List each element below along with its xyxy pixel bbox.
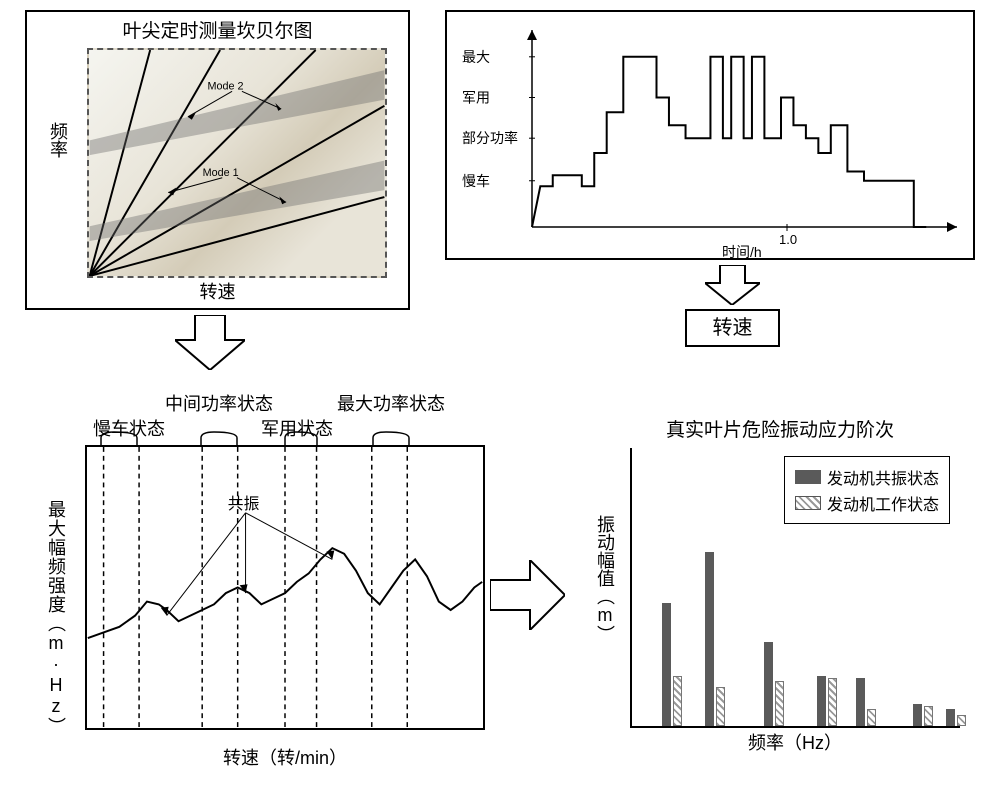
- svg-text:Mode 1: Mode 1: [203, 167, 239, 179]
- svg-text:1.0: 1.0: [779, 232, 797, 247]
- arrow-tl-to-bl: [175, 315, 245, 375]
- campbell-title: 叶尖定时测量坎贝尔图: [27, 12, 408, 43]
- svg-text:部分功率: 部分功率: [462, 130, 518, 146]
- barchart-plot: 发动机共振状态 发动机工作状态: [630, 448, 960, 728]
- legend-row-2: 发动机工作状态: [795, 491, 939, 515]
- barchart-xlabel: 频率（Hz）: [630, 729, 960, 755]
- svg-text:时间/h: 时间/h: [722, 244, 762, 260]
- bar-working: [867, 709, 876, 726]
- profile-panel: 最大 军用 部分功率 慢车 1.0 时间/h: [445, 10, 975, 260]
- barchart-panel: 真实叶片危险振动应力阶次 发动机共振状态 发动机工作状态 振动幅值（m） 频率（…: [580, 415, 980, 775]
- campbell-ylabel: 频率: [45, 122, 71, 158]
- ampfreq-plot: 共振: [85, 445, 485, 730]
- profile-svg: 最大 军用 部分功率 慢车 1.0 时间/h: [447, 12, 977, 262]
- arrow-tr-to-speed: [705, 265, 760, 310]
- state-label: 中间功率状态: [165, 390, 273, 416]
- bar-resonance: [856, 678, 865, 726]
- ampfreq-svg: 共振: [87, 447, 483, 728]
- bar-working: [828, 678, 837, 726]
- bar-working: [775, 681, 784, 726]
- ampfreq-xlabel: 转速（转/min）: [85, 744, 485, 770]
- svg-text:最大: 最大: [462, 49, 490, 65]
- svg-text:共振: 共振: [228, 495, 260, 513]
- campbell-svg: Mode 2 Mode 1: [89, 50, 385, 276]
- bar-resonance: [662, 603, 671, 726]
- state-label: 最大功率状态: [337, 390, 445, 416]
- bar-resonance: [817, 676, 826, 726]
- arrow-bl-to-br: [490, 560, 565, 635]
- svg-text:军用: 军用: [462, 90, 490, 106]
- bar-resonance: [764, 642, 773, 726]
- barchart-title: 真实叶片危险振动应力阶次: [580, 415, 980, 442]
- ampfreq-ylabel: 最大幅频强度（m·Hz）: [43, 500, 69, 736]
- legend-swatch-hatch: [795, 496, 821, 510]
- campbell-plot: Mode 2 Mode 1: [87, 48, 387, 278]
- barchart-legend: 发动机共振状态 发动机工作状态: [784, 456, 950, 524]
- bar-resonance: [913, 704, 922, 726]
- ampfreq-panel: 慢车状态 中间功率状态 军用状态 最大功率状态 共振 最大: [25, 390, 515, 770]
- campbell-panel: 叶尖定时测量坎贝尔图 频率 Mode 2 Mode 1 转速: [25, 10, 410, 310]
- campbell-xlabel: 转速: [27, 278, 408, 304]
- svg-text:Mode 2: Mode 2: [208, 80, 244, 92]
- bar-working: [924, 706, 933, 726]
- bar-working: [957, 715, 966, 726]
- speed-box: 转速: [685, 309, 780, 347]
- legend-row-1: 发动机共振状态: [795, 465, 939, 489]
- bar-working: [716, 687, 725, 726]
- legend-label-2: 发动机工作状态: [827, 491, 939, 515]
- svg-text:慢车: 慢车: [462, 173, 490, 189]
- bar-resonance: [705, 552, 714, 726]
- bar-resonance: [946, 709, 955, 726]
- legend-swatch-solid: [795, 470, 821, 484]
- bar-working: [673, 676, 682, 726]
- barchart-ylabel: 振动幅值（m）: [592, 515, 618, 643]
- legend-label-1: 发动机共振状态: [827, 465, 939, 489]
